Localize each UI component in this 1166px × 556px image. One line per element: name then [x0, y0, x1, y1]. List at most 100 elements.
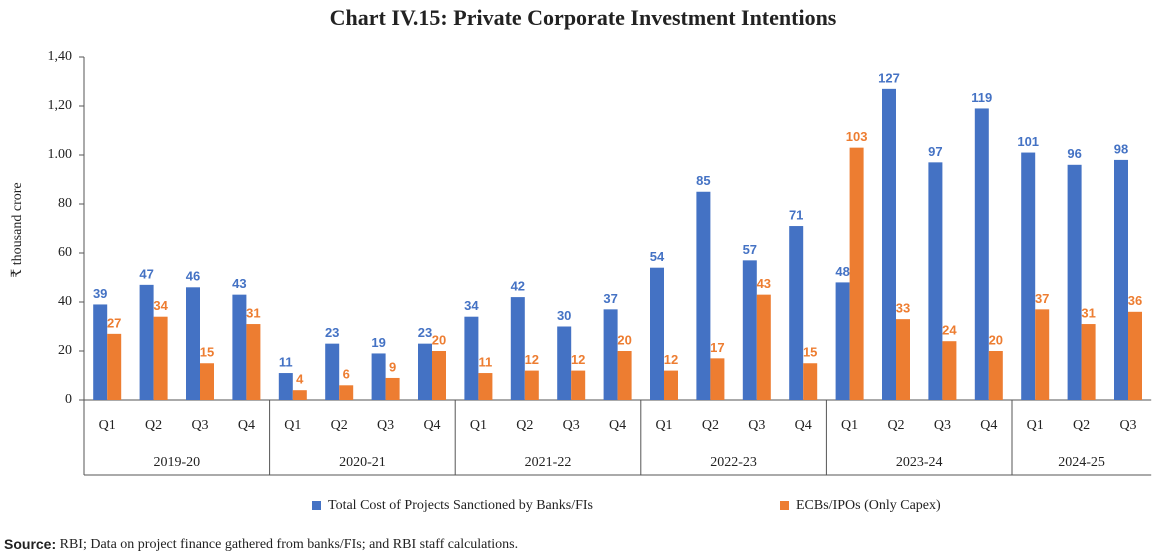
bar [1128, 311, 1142, 400]
value-label: 31 [246, 305, 260, 320]
x-tick-label: Q1 [841, 418, 858, 433]
y-tick-label: 60 [58, 245, 72, 260]
bar [1067, 164, 1082, 400]
x-tick-label: Q3 [748, 418, 765, 433]
value-label: 9 [389, 359, 396, 374]
x-tick-label: Q2 [1073, 418, 1090, 433]
bar [789, 226, 804, 400]
value-label: 57 [743, 242, 757, 257]
value-label: 103 [846, 129, 868, 144]
bar [385, 377, 400, 400]
x-tick-label: Q2 [331, 418, 348, 433]
bar [742, 260, 757, 400]
bar [942, 341, 957, 400]
group-label: 2024-25 [1058, 455, 1105, 470]
value-label: 97 [928, 144, 942, 159]
bar [835, 282, 850, 400]
x-tick-label: Q3 [1119, 418, 1136, 433]
legend-label: ECBs/IPOs (Only Capex) [796, 498, 941, 513]
bar [186, 287, 200, 400]
legend-label: Total Cost of Projects Sanctioned by Ban… [328, 498, 593, 513]
bar [571, 370, 586, 400]
x-tick-label: Q4 [795, 418, 812, 433]
value-label: 20 [617, 332, 631, 347]
bar [418, 343, 432, 400]
bar [153, 316, 168, 400]
value-label: 23 [418, 325, 432, 340]
bar [232, 294, 247, 400]
value-label: 37 [603, 291, 617, 306]
x-tick-label: Q1 [99, 418, 116, 433]
x-tick-label: Q3 [377, 418, 394, 433]
value-label: 17 [710, 340, 724, 355]
source-label: Source: [4, 536, 56, 552]
y-tick-label: 1,40 [48, 49, 73, 64]
y-tick-label: 1,20 [48, 98, 73, 113]
value-label: 39 [93, 286, 107, 301]
bar [803, 363, 818, 400]
bar [246, 324, 261, 400]
bar [1035, 309, 1050, 400]
bar [696, 191, 711, 400]
legend-swatch [780, 501, 789, 510]
group-label: 2019-20 [153, 455, 200, 470]
value-label: 20 [432, 332, 446, 347]
x-tick-label: Q1 [284, 418, 301, 433]
x-tick-label: Q2 [887, 418, 904, 433]
value-label: 34 [153, 298, 168, 313]
value-label: 30 [557, 308, 571, 323]
value-label: 48 [835, 264, 849, 279]
y-tick-label: 0 [65, 392, 72, 407]
bar [524, 370, 539, 400]
value-label: 20 [989, 332, 1003, 347]
bar [650, 267, 664, 400]
group-label: 2022-23 [710, 455, 757, 470]
bar [200, 363, 214, 400]
value-label: 127 [878, 70, 900, 85]
x-tick-label: Q3 [191, 418, 208, 433]
bar [617, 351, 632, 400]
bar [603, 309, 618, 400]
x-tick-label: Q4 [980, 418, 997, 433]
y-tick-label: 80 [58, 196, 72, 211]
group-label: 2020-21 [339, 455, 386, 470]
value-label: 12 [525, 352, 539, 367]
value-label: 15 [200, 345, 214, 360]
value-label: 27 [107, 315, 121, 330]
bar [988, 351, 1003, 400]
bar [896, 319, 910, 400]
y-tick-label: 1.00 [48, 147, 73, 162]
value-label: 119 [971, 90, 992, 105]
value-label: 34 [464, 298, 479, 313]
value-label: 54 [650, 249, 665, 264]
value-label: 6 [343, 367, 350, 382]
x-tick-label: Q2 [516, 418, 533, 433]
legend-swatch [312, 501, 321, 510]
value-label: 31 [1081, 305, 1095, 320]
bar [1081, 324, 1096, 400]
value-label: 12 [664, 352, 678, 367]
value-label: 37 [1035, 291, 1049, 306]
chart-title: Chart IV.15: Private Corporate Investmen… [330, 5, 837, 30]
bar [849, 147, 864, 400]
value-label: 15 [803, 345, 817, 360]
x-tick-label: Q2 [702, 418, 719, 433]
bar [464, 316, 479, 400]
bar [928, 162, 943, 400]
x-tick-label: Q4 [609, 418, 626, 433]
x-tick-label: Q1 [1027, 418, 1044, 433]
bar [278, 373, 293, 400]
y-axis-label: ₹ thousand crore [10, 182, 25, 277]
bar [432, 351, 446, 400]
bar [1114, 159, 1128, 400]
x-tick-label: Q4 [423, 418, 440, 433]
value-label: 12 [571, 352, 585, 367]
value-label: 11 [279, 354, 293, 369]
value-label: 33 [896, 301, 910, 316]
bar [664, 370, 678, 400]
bar [557, 326, 572, 400]
y-tick-label: 40 [58, 294, 72, 309]
x-tick-label: Q4 [238, 418, 255, 433]
value-label: 46 [186, 269, 200, 284]
